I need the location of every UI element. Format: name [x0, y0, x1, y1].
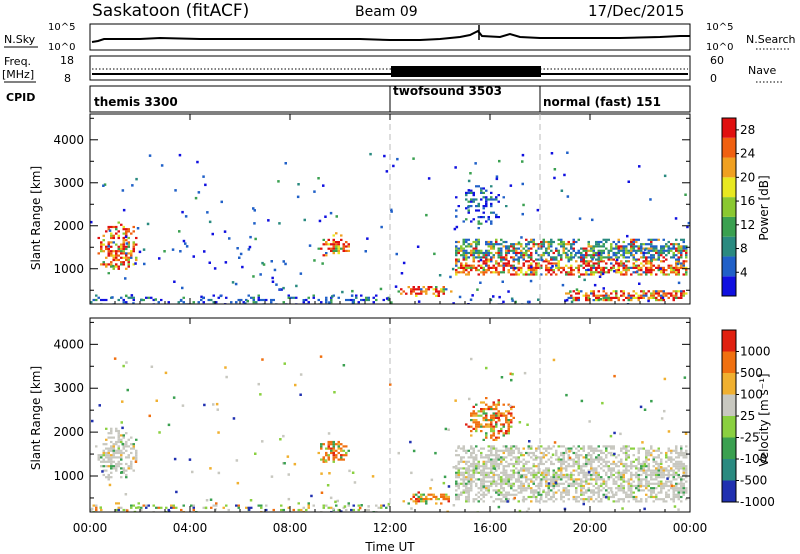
power-colorbar-segment-7	[722, 137, 736, 158]
velocity-colorbar-segment-1	[722, 459, 736, 481]
velocity-colorbar-label: Velocity [m s⁻¹]	[757, 373, 771, 466]
power-colorbar-segment-0	[722, 276, 736, 296]
cpid-segment-0: themis 3300	[94, 95, 178, 109]
power-colorbar-segment-2	[722, 236, 736, 257]
xaxis-label: Time UT	[364, 540, 415, 554]
velocity-ytick-label-1: 2000	[53, 425, 84, 439]
xtick-label-3: 12:00	[373, 521, 408, 535]
power-colorbar-label: Power [dB]	[757, 175, 771, 240]
nsky-left-tick-bottom: 10^0	[48, 42, 75, 53]
power-feature-2	[397, 286, 453, 297]
nsky-left-tick-top: 10^5	[48, 22, 75, 33]
power-feature-7	[90, 294, 390, 304]
velocity-feature-5	[90, 502, 390, 512]
nsky-right-tick-bottom: 10^0	[706, 42, 733, 53]
velocity-colorbar-segment-0	[722, 480, 736, 502]
cpid-segment-1: twofsound 3503	[393, 84, 502, 98]
power-colorbar-segment-1	[722, 256, 736, 277]
power-colorbar-segment-4	[722, 197, 736, 217]
power-colorbar-tick-label-6: 28	[740, 123, 755, 137]
date-title: 17/Dec/2015	[588, 2, 684, 20]
nsky-right-tick-top: 10^5	[706, 22, 733, 33]
power-panel: 1000 2000 3000 4000 Slant Range [km]	[29, 113, 691, 305]
velocity-colorbar-segment-2	[722, 437, 736, 459]
velocity-colorbar-tick-label-6: -500	[740, 474, 767, 488]
velocity-panel: 1000 2000 3000 4000 Slant Range [km]	[29, 317, 691, 513]
velocity-colorbar-tick-label-3: 25	[740, 409, 755, 423]
freq-right-tick-bottom: 0	[710, 72, 717, 85]
power-feature-3	[455, 260, 688, 276]
station-title: Saskatoon (fitACF)	[92, 1, 249, 21]
cpid-label: CPID	[6, 91, 35, 104]
power-ytick-label-0: 1000	[53, 262, 84, 276]
velocity-colorbar-tick-label-2: 100	[740, 388, 763, 402]
xtick-label-4: 16:00	[473, 521, 508, 535]
cpid-segment-2: normal (fast) 151	[543, 95, 661, 109]
velocity-colorbar-segment-6	[722, 351, 736, 373]
velocity-ylabel: Slant Range [km]	[29, 366, 43, 470]
freq-right-tick-top: 60	[710, 54, 724, 67]
velocity-scatter	[90, 355, 688, 512]
power-colorbar-segment-3	[722, 216, 736, 237]
nave-label: Nave	[748, 64, 776, 77]
velocity-feature-3	[455, 445, 688, 503]
velocity-colorbar-segment-5	[722, 373, 736, 395]
power-ytick-label-3: 4000	[53, 133, 84, 147]
velocity-ytick-label-0: 1000	[53, 469, 84, 483]
velocity-colorbar-segment-4	[722, 394, 736, 416]
power-feature-4	[455, 238, 688, 261]
velocity-colorbar-tick-label-4: -25	[740, 431, 760, 445]
velocity-colorbar-tick-label-7: -1000	[740, 495, 775, 509]
power-colorbar-frame	[721, 117, 737, 297]
power-feature-6	[455, 185, 508, 230]
xtick-label-6: 00:00	[673, 521, 708, 535]
beam-title: Beam 09	[355, 4, 418, 20]
power-ytick-label-2: 3000	[53, 176, 84, 190]
power-ylabel: Slant Range [km]	[29, 166, 43, 270]
freq-panel: Freq. [MHz] 18 8 60 0 Nave	[2, 54, 782, 85]
freq-unit: [MHz]	[2, 68, 34, 81]
nsky-panel: N.Sky 10^5 10^0 10^5 10^0 N.Search	[4, 22, 796, 53]
velocity-colorbar-tick-label-5: -100	[740, 452, 767, 466]
velocity-colorbar-tick-label-1: 500	[740, 366, 763, 380]
velocity-colorbar-segment-3	[722, 416, 736, 438]
power-colorbar-segment-8	[722, 118, 736, 138]
power-scatter	[90, 151, 690, 304]
velocity-colorbar-tick-label-0: 1000	[740, 345, 771, 359]
freq-label: Freq.	[4, 55, 31, 68]
velocity-feature-2	[402, 491, 450, 505]
power-colorbar-tick-label-0: 4	[740, 265, 748, 279]
velocity-ytick-label-3: 4000	[53, 337, 84, 351]
twofsound-freq-block	[391, 66, 541, 77]
xtick-label-5: 20:00	[573, 521, 608, 535]
power-colorbar-tick-label-1: 8	[740, 242, 748, 256]
power-colorbar-tick-label-4: 20	[740, 170, 755, 184]
power-ytick-label-1: 2000	[53, 219, 84, 233]
velocity-ytick-label-2: 3000	[53, 381, 84, 395]
velocity-feature-1	[317, 440, 350, 463]
power-colorbar-tick-label-5: 24	[740, 147, 755, 161]
power-colorbar-segment-5	[722, 177, 736, 198]
freq-left-tick-top: 18	[60, 54, 74, 67]
xtick-label-0: 00:00	[73, 521, 108, 535]
velocity-colorbar-segment-7	[722, 330, 736, 352]
freq-left-tick-bottom: 8	[64, 72, 71, 85]
nsky-label: N.Sky	[4, 33, 36, 46]
velocity-feature-4	[465, 397, 515, 441]
power-colorbar-tick-label-2: 12	[740, 218, 755, 232]
power-colorbar-segment-6	[722, 157, 736, 178]
power-feature-1	[317, 232, 350, 257]
xtick-label-2: 08:00	[273, 521, 308, 535]
nsearch-label: N.Search	[746, 33, 796, 46]
cpid-panel: CPID themis 3300 twofsound 3503 normal (…	[6, 84, 691, 113]
xtick-label-1: 04:00	[173, 521, 208, 535]
power-feature-5	[565, 290, 688, 302]
power-colorbar-tick-label-3: 16	[740, 194, 755, 208]
nsky-trace	[91, 29, 690, 43]
